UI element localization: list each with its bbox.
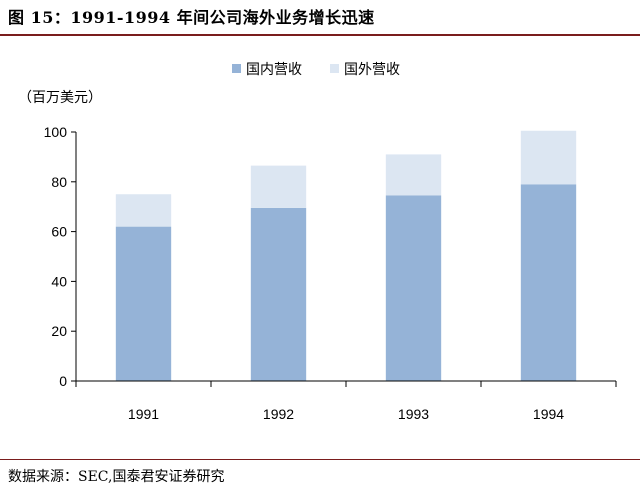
bar-foreign-revenue — [250, 165, 307, 208]
source-note: 数据来源：SEC,国泰君安证券研究 — [8, 469, 225, 485]
bar-domestic-revenue — [115, 226, 172, 381]
bars — [115, 130, 577, 381]
x-axis: 1991 1992 1993 1994 — [75, 380, 617, 422]
bar-foreign-revenue — [115, 194, 172, 227]
source-divider — [0, 459, 640, 460]
y-axis-unit-label: （百万美元） — [18, 90, 102, 106]
bar-foreign-revenue — [520, 130, 577, 185]
x-tick-label: 1991 — [128, 406, 159, 422]
y-tick-label: 20 — [51, 323, 67, 339]
legend-swatch — [330, 64, 339, 73]
bar-domestic-revenue — [250, 207, 307, 381]
bar-domestic-revenue — [520, 184, 577, 381]
legend-label: 国外营收 — [344, 62, 400, 78]
bar-domestic-revenue — [385, 195, 442, 381]
y-tick-label: 40 — [51, 273, 67, 289]
y-tick-label: 0 — [59, 373, 67, 389]
y-tick-label: 80 — [51, 174, 67, 190]
chart-title: 图 15：1991-1994 年间公司海外业务增长迅速 — [8, 8, 375, 27]
x-tick-label: 1992 — [263, 406, 294, 422]
x-tick-label: 1994 — [533, 406, 564, 422]
y-axis: 0 20 40 60 80 100 — [44, 124, 77, 389]
title-divider — [0, 34, 640, 36]
legend-swatch — [232, 64, 241, 73]
y-tick-label: 60 — [51, 224, 67, 240]
bar-foreign-revenue — [385, 154, 442, 196]
legend: 国内营收 国外营收 — [232, 62, 400, 78]
y-tick-label: 100 — [44, 124, 68, 140]
legend-label: 国内营收 — [246, 62, 302, 78]
x-tick-label: 1993 — [398, 406, 429, 422]
